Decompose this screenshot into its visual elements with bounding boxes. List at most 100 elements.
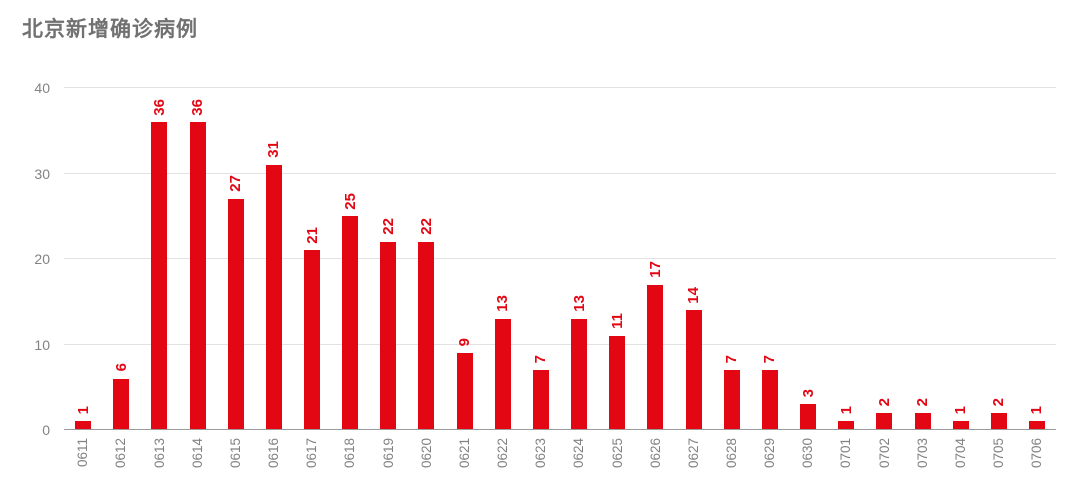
bar-value-label: 1 (952, 406, 970, 415)
x-slot: 0616 (255, 431, 293, 468)
x-tick-label: 0630 (800, 438, 816, 469)
bar-slot: 21 (293, 88, 331, 430)
bar-slot: 7 (751, 88, 789, 430)
x-tick-label: 0621 (456, 438, 472, 469)
bar-slot: 13 (560, 88, 598, 430)
x-tick-label: 0625 (609, 438, 625, 469)
y-tick-label: 20 (34, 251, 50, 267)
bar-value-label: 17 (646, 260, 664, 278)
x-slot: 0621 (446, 431, 484, 468)
x-tick-label: 0627 (685, 438, 701, 469)
bar-value-label: 22 (417, 218, 435, 235)
bar-slot: 2 (865, 88, 903, 430)
bar (647, 284, 664, 430)
x-tick-label: 0618 (342, 438, 358, 469)
bar-slot: 1 (827, 88, 865, 430)
bar-slot: 9 (446, 88, 484, 430)
y-tick-label: 10 (34, 336, 50, 353)
bars-row: 1 6 36 36 27 31 21 25 22 22 9 13 7 13 11 17 14 7 7 3 1 2 2 1 2 1 (64, 88, 1056, 430)
bar (800, 404, 817, 430)
bar-slot: 17 (636, 88, 674, 430)
x-slot: 0617 (293, 431, 331, 468)
bar (227, 199, 244, 430)
bar-slot: 13 (484, 88, 522, 430)
x-tick-label: 0623 (533, 438, 549, 469)
bar (265, 164, 282, 430)
bar-value-label: 1 (837, 406, 855, 415)
x-tick-label: 0620 (418, 438, 434, 469)
bar (723, 370, 740, 430)
x-slot: 0626 (636, 431, 674, 468)
bar-value-label: 2 (914, 397, 932, 406)
x-slot: 0706 (1018, 431, 1056, 468)
bar-slot: 7 (713, 88, 751, 430)
bar-value-label: 36 (189, 98, 207, 116)
bar-value-label: 27 (227, 175, 245, 193)
x-tick-label: 0704 (952, 438, 968, 469)
y-tick-label: 0 (42, 422, 50, 438)
bar-value-label: 3 (799, 389, 817, 398)
x-tick-label: 0624 (571, 438, 587, 469)
x-slot: 0705 (980, 431, 1018, 468)
bar (456, 353, 473, 430)
x-slot: 0613 (140, 431, 178, 468)
bar-slot: 31 (255, 88, 293, 430)
bar (532, 370, 549, 430)
x-slot: 0703 (903, 431, 941, 468)
x-tick-label: 0619 (380, 438, 396, 469)
bar-slot: 7 (522, 88, 560, 430)
bar-slot: 36 (140, 88, 178, 430)
bar-value-label: 25 (341, 192, 359, 210)
bar (952, 421, 969, 430)
bar (304, 250, 321, 430)
x-slot: 0624 (560, 431, 598, 468)
bar-slot: 6 (102, 88, 140, 430)
y-tick-label: 30 (34, 165, 50, 182)
bar (151, 122, 168, 430)
bar-value-label: 31 (265, 141, 283, 158)
x-tick-label: 0628 (723, 438, 739, 469)
bar-value-label: 7 (532, 354, 550, 364)
bar (761, 370, 778, 430)
bar-slot: 2 (903, 88, 941, 430)
bar (914, 412, 931, 430)
plot-area: 1 6 36 36 27 31 21 25 22 22 9 13 7 13 11 17 14 7 7 3 1 2 2 1 2 1 (64, 87, 1056, 430)
x-axis-baseline (64, 429, 1056, 430)
bar-value-label: 22 (379, 218, 397, 235)
x-tick-label: 0622 (495, 438, 511, 469)
bar-slot: 2 (980, 88, 1018, 430)
x-slot: 0619 (369, 431, 407, 468)
x-tick-label: 0617 (304, 438, 320, 469)
x-tick-label: 0612 (113, 438, 129, 469)
x-slot: 0620 (407, 431, 445, 468)
bar (380, 241, 397, 430)
x-tick-label: 0705 (991, 438, 1007, 469)
bar-slot: 27 (217, 88, 255, 430)
chart-title: 北京新增确诊病例 (22, 18, 198, 41)
bar-value-label: 21 (303, 226, 321, 244)
gridline (64, 87, 1056, 88)
x-slot: 0614 (178, 431, 216, 468)
x-slot: 0615 (217, 431, 255, 468)
bar-value-label: 9 (456, 337, 474, 347)
bar (685, 310, 702, 430)
bar-value-label: 6 (112, 363, 130, 372)
bar (571, 318, 588, 430)
bar (1028, 421, 1045, 430)
bar-value-label: 7 (761, 354, 779, 364)
bar-slot: 11 (598, 88, 636, 430)
bar-slot: 22 (369, 88, 407, 430)
x-tick-label: 0613 (151, 438, 167, 469)
x-slot: 0629 (751, 431, 789, 468)
x-slot: 0622 (484, 431, 522, 468)
x-tick-label: 0706 (1029, 438, 1045, 469)
bar-value-label: 13 (570, 295, 588, 312)
bar-value-label: 1 (74, 406, 92, 415)
x-slot: 0612 (102, 431, 140, 468)
bar (189, 122, 206, 430)
bar (876, 412, 893, 430)
bar (342, 216, 359, 430)
x-slot: 0611 (64, 431, 102, 467)
x-tick-label: 0616 (266, 438, 282, 469)
